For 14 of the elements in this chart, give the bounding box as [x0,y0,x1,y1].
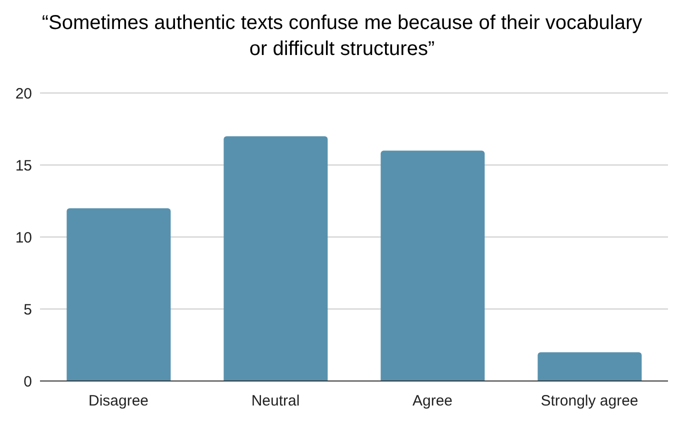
y-tick-label: 0 [24,373,32,390]
bar [538,352,642,381]
y-tick-label: 20 [15,85,32,102]
x-tick-label: Neutral [251,392,300,410]
bar [224,136,328,381]
y-tick-label: 15 [15,157,32,174]
bar [66,208,171,381]
y-tick-label: 5 [24,301,32,318]
x-tick-label: Agree [412,392,453,410]
x-tick-label: Disagree [88,392,149,410]
bar [380,150,485,381]
chart-title: “Sometimes authentic texts confuse me because of their vocabulary or difficult structures” [40,11,644,62]
x-tick-label: Strongly agree [540,392,638,410]
y-tick-label: 10 [15,229,32,246]
